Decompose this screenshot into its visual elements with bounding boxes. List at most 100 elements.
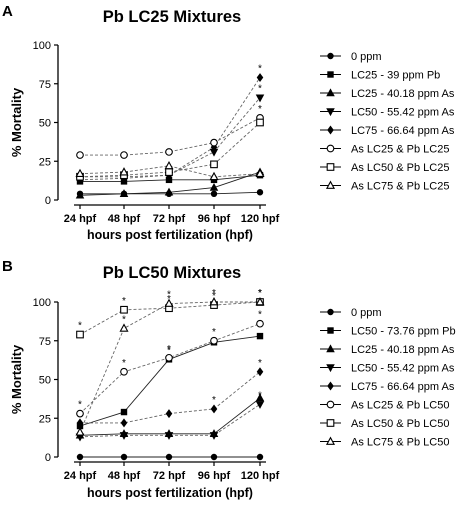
data-point (76, 453, 84, 461)
legend-label: As LC75 & Pb LC25 (351, 181, 449, 193)
data-point (120, 408, 128, 416)
data-point (120, 418, 128, 428)
x-tick-label: 72 hpf (153, 213, 186, 225)
legend-label: LC75 - 66.64 ppm As (351, 125, 455, 137)
data-point (119, 432, 129, 440)
legend-marker (326, 108, 335, 117)
data-point (76, 330, 84, 339)
significance-star: * (258, 288, 262, 299)
legend-label: LC25 - 40.18 ppm As (351, 344, 455, 356)
y-tick-label: 75 (39, 79, 51, 91)
significance-star: * (258, 390, 262, 401)
x-tick-label: 96 hpf (198, 213, 231, 225)
panel-letter: B (2, 258, 13, 275)
data-point (165, 409, 173, 419)
data-point (164, 298, 174, 307)
legend-marker (327, 381, 334, 391)
legend-label: LC25 - 40.18 ppm As (351, 88, 455, 100)
significance-star: * (258, 310, 262, 321)
data-point (164, 432, 174, 440)
x-tick-label: 48 hpf (108, 213, 141, 225)
y-tick-label: 100 (33, 297, 51, 309)
data-point (256, 189, 264, 196)
data-point (255, 168, 265, 177)
x-axis-label: hours post fertilization (hpf) (87, 486, 253, 500)
legend-label: 0 ppm (351, 51, 382, 63)
data-point (120, 305, 128, 314)
significance-star: * (78, 400, 82, 411)
legend-marker (326, 144, 335, 153)
legend-label: LC75 - 66.64 ppm As (351, 381, 455, 393)
legend-marker (326, 400, 335, 409)
data-point (75, 427, 85, 436)
data-point (256, 118, 264, 127)
significance-star: * (167, 290, 171, 301)
data-point (119, 323, 129, 332)
x-tick-label: 96 hpf (198, 470, 231, 482)
data-point (76, 151, 84, 159)
significance-star: * (122, 358, 126, 369)
data-point (210, 190, 218, 197)
data-point (120, 453, 128, 461)
data-point (164, 160, 174, 170)
significance-star: * (258, 358, 262, 369)
data-point (75, 168, 85, 177)
legend-label: As LC50 & Pb LC50 (351, 418, 449, 430)
significance-star: * (122, 314, 126, 325)
data-point (256, 453, 264, 461)
significance-star: * (258, 288, 262, 299)
significance-star: * (78, 321, 82, 332)
panel-letter: A (2, 3, 13, 20)
data-point (210, 138, 218, 147)
legend-label: As LC25 & Pb LC50 (351, 400, 449, 412)
y-tick-label: 100 (33, 40, 51, 52)
series-line (79, 403, 261, 438)
data-point (209, 432, 219, 440)
x-tick-label: 24 hpf (64, 470, 97, 482)
series-line (79, 323, 261, 414)
significance-star: * (258, 84, 262, 95)
x-tick-label: 48 hpf (108, 470, 141, 482)
data-point (256, 332, 264, 340)
significance-star: * (258, 64, 262, 75)
chart-title: Pb LC50 Mixtures (103, 264, 241, 282)
data-point (209, 171, 219, 181)
panel-a: A Pb LC25 Mixtures 0 25 50 75 100 % Mortality 24… (2, 3, 455, 242)
data-point (120, 151, 128, 159)
y-tick-label: 75 (39, 336, 51, 348)
data-point (165, 453, 173, 461)
series-line (80, 77, 261, 178)
chart-title: Pb LC25 Mixtures (103, 8, 241, 26)
significance-star: * (167, 345, 171, 356)
significance-star: * (167, 344, 171, 355)
legend-label: LC50 - 73.76 ppm Pb (351, 326, 456, 338)
data-point (256, 73, 264, 83)
data-point (256, 367, 264, 377)
legend-marker (326, 364, 335, 373)
data-point (209, 297, 219, 306)
x-tick-label: 120 hpf (241, 213, 280, 225)
legend-label: 0 ppm (351, 307, 382, 319)
significance-star: * (258, 104, 262, 115)
y-tick-label: 0 (45, 195, 51, 207)
y-tick-label: 0 (45, 452, 51, 464)
series-line (80, 117, 261, 156)
legend-marker (327, 125, 334, 135)
legend-marker (327, 308, 334, 316)
y-axis-label: % Mortality (9, 87, 24, 157)
legend-marker (326, 163, 335, 171)
legend-label: LC25 - 39 ppm Pb (351, 70, 440, 82)
legend-marker (327, 327, 334, 334)
legend-label: As LC50 & Pb LC25 (351, 162, 449, 174)
y-tick-label: 50 (39, 118, 51, 130)
series-line (79, 301, 260, 433)
data-point (210, 160, 218, 169)
legend-marker (325, 436, 336, 445)
data-point (120, 367, 128, 376)
y-tick-label: 25 (39, 156, 51, 168)
data-point (255, 393, 265, 402)
x-axis-label: hours post fertilization (hpf) (87, 228, 253, 242)
data-point (119, 167, 129, 176)
data-point (165, 148, 173, 156)
